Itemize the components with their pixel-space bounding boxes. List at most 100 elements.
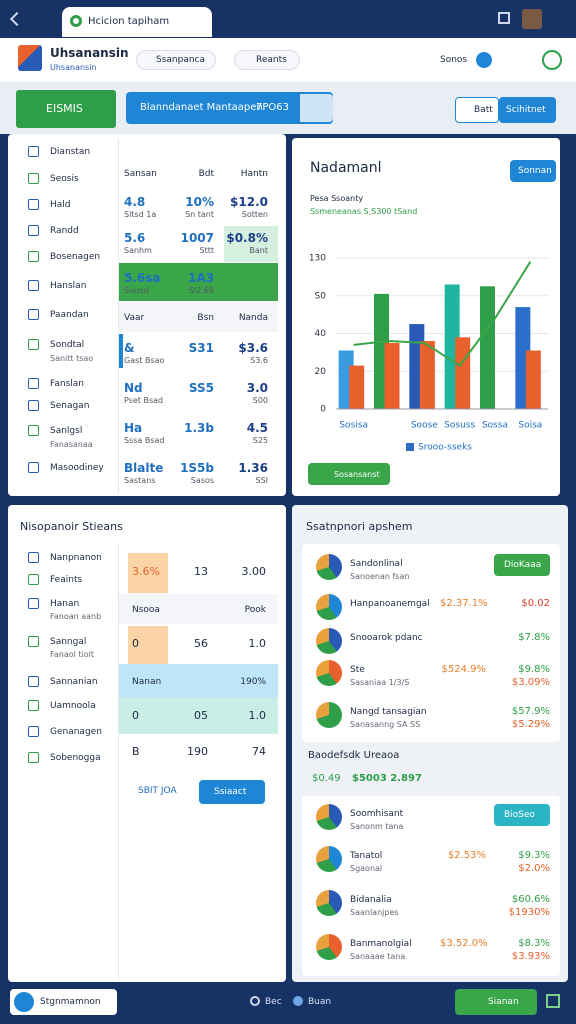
- cell-value: Pook: [244, 605, 266, 615]
- btn-outline[interactable]: [455, 97, 499, 123]
- nav-item[interactable]: Paandan: [50, 310, 89, 320]
- row-highlight: [224, 226, 278, 262]
- button-label[interactable]: BioSeo: [504, 810, 535, 820]
- btn[interactable]: [455, 989, 537, 1015]
- card: [302, 544, 560, 742]
- cell-value: 5.6sa: [124, 271, 161, 285]
- button-label[interactable]: Batt: [474, 105, 493, 115]
- cell-value: 05: [194, 709, 208, 722]
- button-label[interactable]: Sosansanst: [334, 470, 380, 479]
- button-label[interactable]: Scihitnet: [506, 105, 546, 115]
- search-text: Reants: [256, 55, 287, 65]
- nav-item[interactable]: Bosenagen: [50, 252, 101, 262]
- nav-item[interactable]: Uamnoola: [50, 701, 96, 711]
- cell-value: 4.5: [246, 421, 268, 435]
- cell-sub: Sttt: [199, 246, 215, 255]
- nav-item[interactable]: Dianstan: [50, 147, 91, 157]
- amount: $5003 2.897: [352, 773, 422, 784]
- nav-item[interactable]: Sobenogga: [50, 753, 101, 763]
- nav-item[interactable]: Hald: [50, 200, 71, 210]
- btn[interactable]: [494, 804, 550, 826]
- divider: [118, 138, 119, 494]
- row-sub: Sasaniaa 1/3/S: [350, 678, 410, 687]
- cell-value: 74: [252, 745, 266, 758]
- cell-value: 1.36: [238, 461, 268, 475]
- search-1[interactable]: [136, 50, 216, 70]
- nav-icon: [28, 700, 39, 711]
- row-value: $8.3%: [518, 938, 550, 949]
- cell-sub: SI2.69: [188, 286, 214, 295]
- bottom-text[interactable]: Stgnmamnon: [40, 997, 101, 1007]
- row-icon: [316, 702, 342, 728]
- column-header: Vaar: [124, 313, 145, 323]
- button-label[interactable]: DioKaaa: [504, 560, 542, 570]
- sidebar-title: EISMIS: [46, 102, 83, 115]
- cell-sub: Sn tant: [185, 210, 214, 219]
- nav-item[interactable]: Genanagen: [50, 727, 102, 737]
- square-btn[interactable]: [546, 994, 560, 1008]
- nav-item[interactable]: Senagan: [50, 401, 90, 411]
- nav-item[interactable]: Nanpnanon: [50, 553, 102, 563]
- button-label[interactable]: Sonnan: [518, 166, 552, 176]
- nav-item[interactable]: Masoodiney: [50, 463, 104, 473]
- banner-close[interactable]: [300, 94, 333, 122]
- nav-item[interactable]: Sanngal: [50, 637, 87, 647]
- card: [302, 796, 560, 976]
- window-btn[interactable]: [498, 12, 510, 24]
- button-label[interactable]: Ssiaact: [214, 787, 247, 797]
- panel-title: Nisopanoir Stieans: [20, 520, 123, 533]
- cell-sub: Sasos: [190, 476, 214, 485]
- nav-item[interactable]: Seosis: [50, 174, 79, 184]
- btn[interactable]: [308, 463, 390, 485]
- nav-item[interactable]: Sondtal: [50, 340, 85, 350]
- header-link[interactable]: Sonos: [440, 55, 468, 65]
- icon-blue[interactable]: [476, 52, 492, 68]
- nav-item[interactable]: Randd: [50, 226, 79, 236]
- row-value: $3.93%: [511, 951, 550, 962]
- panel-title: Ssatnpnori apshem: [306, 520, 413, 533]
- cell-value: 1.0: [248, 709, 267, 722]
- row-value: $3.09%: [511, 677, 550, 688]
- back-icon[interactable]: [9, 11, 25, 27]
- nav-icon: [28, 574, 39, 585]
- bottom-text[interactable]: Buan: [308, 997, 332, 1007]
- nav-icon: [28, 378, 39, 389]
- nav-item[interactable]: Sannanian: [50, 677, 98, 687]
- cell-value: 0: [132, 637, 139, 650]
- search-2[interactable]: [234, 50, 300, 70]
- row-title: Snooarok pdanc: [350, 633, 423, 643]
- row-title: Banmanolgial: [350, 939, 412, 949]
- section-title: Baodefsdk Ureaoa: [308, 750, 400, 761]
- cell-value: 3.0: [246, 381, 268, 395]
- nav-item[interactable]: Hanslan: [50, 281, 87, 291]
- cell-value: &: [124, 341, 135, 355]
- cell-sub: Sastans: [124, 476, 156, 485]
- button-label[interactable]: Sianan: [488, 997, 519, 1007]
- tab: [62, 7, 212, 37]
- cell-sub: SSI: [255, 476, 268, 485]
- cell-value: 4.8: [124, 195, 146, 209]
- btn-primary[interactable]: [499, 97, 556, 123]
- banner: [126, 92, 333, 124]
- cell-value: 5.6: [124, 231, 146, 245]
- row-value: $9.8%: [518, 664, 550, 675]
- chart-subtitle: Pesa Ssoanty: [310, 194, 364, 203]
- nav-item[interactable]: Sanlgsl: [50, 426, 83, 436]
- btn[interactable]: [494, 554, 550, 576]
- bottom-text[interactable]: Bec: [265, 997, 282, 1007]
- nav-icon: [28, 598, 39, 609]
- cell-value: S31: [188, 341, 214, 355]
- nav-item[interactable]: Fanslan: [50, 379, 84, 389]
- row-icon: [316, 660, 342, 686]
- nav-item[interactable]: Feaints: [50, 575, 83, 585]
- avatar[interactable]: [522, 9, 542, 29]
- nav-sub: Sanitt tsao: [50, 354, 94, 363]
- icon-green[interactable]: [542, 50, 562, 70]
- nav-item[interactable]: Hanan: [50, 599, 80, 609]
- btn[interactable]: [510, 160, 556, 182]
- row-title: Ste: [350, 665, 365, 675]
- row-sub: Sanasanng SA SS: [350, 720, 421, 729]
- nav-sub: Fanoan aanb: [50, 612, 102, 621]
- btn[interactable]: [199, 780, 265, 804]
- cell-sub: Bant: [249, 246, 268, 255]
